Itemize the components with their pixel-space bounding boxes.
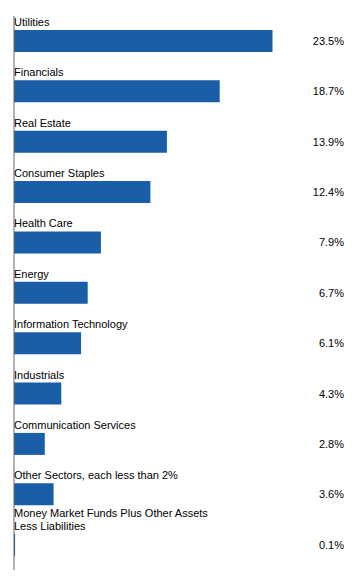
svg-text:7.9%: 7.9% <box>319 236 344 248</box>
svg-text:0.1%: 0.1% <box>319 539 344 551</box>
svg-text:12.4%: 12.4% <box>313 186 344 198</box>
svg-text:Energy: Energy <box>14 268 49 280</box>
svg-text:3.6%: 3.6% <box>319 488 344 500</box>
svg-text:4.3%: 4.3% <box>319 388 344 400</box>
svg-text:2.8%: 2.8% <box>319 438 344 450</box>
svg-text:23.5%: 23.5% <box>313 35 344 47</box>
svg-text:6.1%: 6.1% <box>319 337 344 349</box>
svg-text:Money Market Funds Plus Other: Money Market Funds Plus Other AssetsLess… <box>14 507 208 532</box>
svg-text:Information Technology: Information Technology <box>14 318 128 330</box>
svg-text:Consumer Staples: Consumer Staples <box>14 167 105 179</box>
svg-text:Communication Services: Communication Services <box>14 419 136 431</box>
svg-text:18.7%: 18.7% <box>313 85 344 97</box>
svg-text:Real Estate: Real Estate <box>14 117 71 129</box>
svg-text:6.7%: 6.7% <box>319 287 344 299</box>
svg-text:Industrials: Industrials <box>14 369 65 381</box>
svg-text:Financials: Financials <box>14 66 64 78</box>
svg-text:Health Care: Health Care <box>14 217 73 229</box>
svg-text:Utilities: Utilities <box>14 16 50 28</box>
svg-text:13.9%: 13.9% <box>313 136 344 148</box>
svg-text:Other Sectors, each less than: Other Sectors, each less than 2% <box>14 469 178 481</box>
